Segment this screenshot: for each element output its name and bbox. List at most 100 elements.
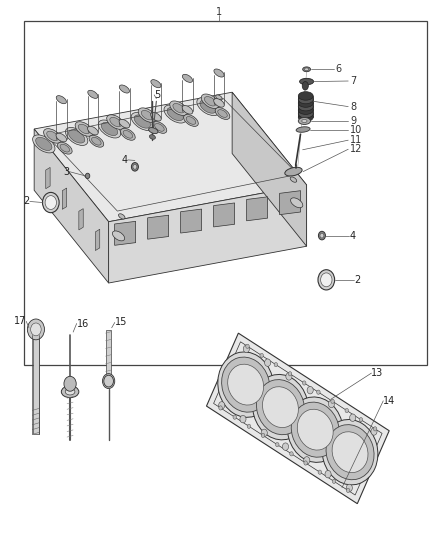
Ellipse shape [98, 120, 121, 138]
Circle shape [219, 406, 223, 410]
Text: 7: 7 [350, 76, 357, 86]
Ellipse shape [120, 128, 135, 140]
Polygon shape [106, 330, 111, 374]
Ellipse shape [303, 67, 311, 72]
Ellipse shape [35, 138, 52, 150]
Ellipse shape [297, 409, 333, 450]
Text: 10: 10 [350, 125, 363, 134]
Polygon shape [247, 197, 268, 221]
Circle shape [261, 433, 265, 438]
Text: 5: 5 [154, 90, 160, 100]
Ellipse shape [45, 196, 57, 209]
Ellipse shape [215, 108, 230, 119]
Ellipse shape [197, 98, 219, 116]
Text: 12: 12 [350, 144, 363, 154]
Ellipse shape [182, 74, 193, 83]
Ellipse shape [151, 79, 161, 88]
Polygon shape [79, 208, 83, 230]
Text: 16: 16 [77, 319, 89, 328]
Ellipse shape [298, 95, 313, 104]
Circle shape [102, 374, 115, 389]
Ellipse shape [173, 103, 184, 113]
Ellipse shape [138, 108, 156, 123]
Ellipse shape [214, 99, 224, 107]
Ellipse shape [182, 106, 193, 114]
Ellipse shape [253, 375, 308, 440]
Ellipse shape [149, 135, 155, 139]
Circle shape [276, 442, 279, 447]
Ellipse shape [85, 173, 90, 179]
Polygon shape [95, 229, 100, 251]
Ellipse shape [290, 177, 297, 182]
Ellipse shape [322, 419, 378, 485]
Ellipse shape [60, 144, 70, 152]
Ellipse shape [170, 101, 187, 116]
Ellipse shape [101, 123, 118, 135]
Circle shape [307, 386, 313, 394]
Bar [24, 21, 427, 365]
Ellipse shape [262, 387, 298, 427]
Polygon shape [115, 221, 136, 245]
Polygon shape [214, 203, 235, 227]
Ellipse shape [287, 397, 343, 462]
Ellipse shape [44, 132, 50, 137]
Circle shape [346, 488, 350, 492]
Ellipse shape [88, 126, 98, 135]
Text: 11: 11 [350, 135, 363, 145]
Text: 2: 2 [354, 275, 360, 285]
Ellipse shape [68, 130, 85, 143]
Polygon shape [46, 167, 50, 189]
Ellipse shape [256, 379, 304, 435]
Ellipse shape [104, 375, 113, 387]
Ellipse shape [298, 99, 313, 107]
Circle shape [350, 414, 356, 422]
Ellipse shape [107, 115, 124, 130]
Circle shape [373, 427, 377, 431]
Ellipse shape [152, 122, 167, 133]
Polygon shape [279, 191, 300, 215]
Ellipse shape [200, 100, 216, 113]
Ellipse shape [302, 119, 307, 123]
Ellipse shape [298, 118, 311, 124]
Circle shape [318, 470, 321, 474]
Text: 13: 13 [371, 368, 384, 378]
Text: 3: 3 [63, 167, 69, 176]
Circle shape [219, 402, 225, 409]
Ellipse shape [318, 270, 335, 290]
Ellipse shape [320, 233, 324, 238]
Text: 1: 1 [216, 7, 222, 17]
Polygon shape [62, 188, 67, 209]
Circle shape [64, 376, 76, 391]
Ellipse shape [184, 115, 198, 126]
Ellipse shape [151, 112, 161, 121]
Ellipse shape [119, 119, 130, 128]
Ellipse shape [302, 82, 308, 90]
Ellipse shape [88, 90, 98, 99]
Text: 8: 8 [350, 102, 357, 111]
Ellipse shape [141, 110, 153, 120]
Circle shape [27, 319, 45, 340]
Ellipse shape [326, 425, 374, 480]
Circle shape [331, 399, 334, 403]
Ellipse shape [186, 117, 196, 124]
Ellipse shape [61, 386, 79, 398]
Circle shape [261, 429, 267, 437]
Ellipse shape [321, 273, 332, 287]
Ellipse shape [131, 163, 138, 171]
Text: 9: 9 [350, 116, 357, 126]
Circle shape [371, 427, 377, 435]
Ellipse shape [167, 108, 184, 120]
Circle shape [290, 451, 293, 456]
Ellipse shape [218, 352, 273, 417]
Ellipse shape [218, 110, 227, 117]
Ellipse shape [131, 112, 154, 131]
Ellipse shape [291, 402, 339, 457]
Ellipse shape [300, 78, 314, 85]
Circle shape [274, 362, 278, 367]
Polygon shape [33, 335, 39, 434]
Circle shape [243, 345, 249, 353]
Ellipse shape [298, 113, 313, 122]
Ellipse shape [134, 115, 151, 128]
Ellipse shape [148, 127, 158, 134]
Polygon shape [34, 129, 109, 283]
